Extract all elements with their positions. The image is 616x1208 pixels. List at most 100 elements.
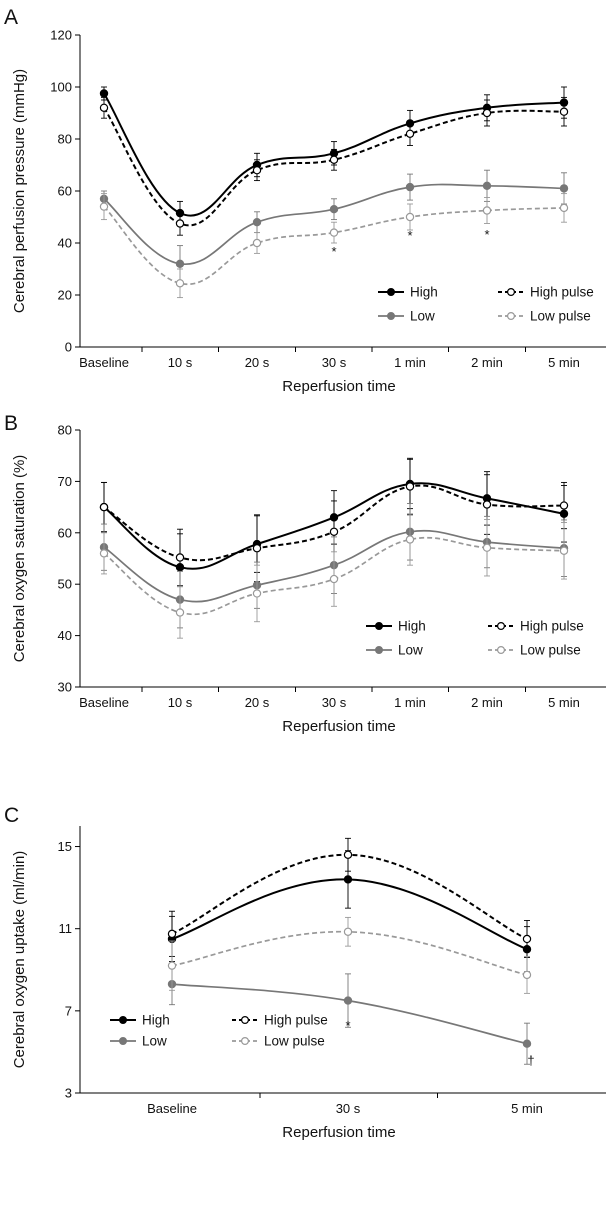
data-point (559, 203, 569, 213)
y-tick-label: 60 (58, 525, 72, 540)
y-axis-label: Cerebral oxygen saturation (%) (11, 455, 28, 663)
series-low (99, 169, 569, 283)
data-point (99, 89, 109, 98)
legend-item: Low (366, 643, 423, 658)
data-point (482, 181, 492, 190)
legend-swatch-marker (118, 1036, 127, 1045)
y-tick-label: 80 (58, 423, 72, 438)
series-low-pulse (99, 193, 569, 299)
legend-swatch-marker (507, 288, 516, 297)
legend-swatch-marker (375, 645, 384, 654)
data-point (329, 228, 339, 237)
x-axis-label: Reperfusion time (282, 1124, 395, 1141)
legend: High High pulse Low Low pulse (366, 619, 584, 658)
y-tick-label: 7 (65, 1003, 72, 1018)
legend-swatch-marker (118, 1015, 127, 1024)
x-tick-label: Baseline (79, 355, 129, 370)
data-point (329, 204, 339, 214)
data-point (329, 574, 339, 584)
x-axis-label: Reperfusion time (282, 718, 395, 735)
x-tick-label: Baseline (79, 695, 129, 710)
data-point (482, 543, 492, 552)
y-tick-label: 3 (65, 1086, 72, 1101)
data-point (482, 500, 492, 509)
x-tick-label: 10 s (168, 355, 193, 370)
data-point (175, 219, 185, 228)
legend-item: Low pulse (498, 309, 591, 324)
y-axis-label: Cerebral perfusion pressure (mmHg) (11, 69, 28, 313)
legend-swatch-marker (387, 312, 396, 321)
data-point (522, 934, 532, 944)
significance-marker: * (331, 244, 336, 259)
panel-letter: A (4, 6, 18, 29)
legend-item: High (378, 285, 438, 300)
series-high (167, 850, 532, 973)
data-point (329, 527, 339, 536)
legend-item: Low pulse (232, 1034, 325, 1049)
data-point (99, 103, 109, 113)
x-tick-label: 30 s (322, 695, 347, 710)
legend-item: High pulse (232, 1013, 328, 1028)
y-tick-label: 11 (59, 921, 73, 936)
data-point (252, 238, 262, 248)
series-high-pulse (99, 96, 569, 236)
data-point (559, 107, 569, 116)
y-tick-label: 40 (58, 628, 72, 643)
data-point (252, 544, 262, 553)
y-tick-label: 15 (58, 839, 72, 854)
data-point (343, 875, 353, 884)
legend-label: High pulse (264, 1013, 328, 1028)
y-tick-label: 120 (50, 28, 72, 43)
data-point (175, 259, 185, 268)
legend-label: Low (398, 643, 423, 658)
data-point (522, 1039, 532, 1048)
y-tick-label: 70 (58, 474, 72, 489)
data-point (559, 546, 569, 555)
x-tick-label: 1 min (394, 695, 426, 710)
series-line (171, 853, 528, 940)
data-point (405, 482, 415, 491)
y-tick-label: 50 (58, 577, 72, 592)
legend-label: High pulse (530, 285, 594, 300)
data-point (329, 155, 339, 164)
data-point (559, 501, 569, 510)
y-tick-label: 100 (50, 80, 72, 95)
x-tick-label: 2 min (471, 355, 503, 370)
legend-label: High pulse (520, 619, 584, 634)
legend: High High pulse Low Low pulse (110, 1013, 328, 1049)
legend-label: High (398, 619, 426, 634)
legend-label: Low pulse (520, 643, 581, 658)
legend-item: High (110, 1013, 170, 1028)
series-high-pulse (99, 457, 569, 587)
y-tick-label: 20 (58, 288, 72, 303)
legend-item: Low (378, 309, 435, 324)
legend-label: Low (410, 309, 435, 324)
data-point (482, 108, 492, 118)
data-point (167, 961, 177, 970)
legend-label: High (410, 285, 438, 300)
x-tick-label: 30 s (322, 355, 347, 370)
legend-label: Low pulse (264, 1034, 325, 1049)
x-tick-label: 5 min (511, 1101, 543, 1116)
y-tick-label: 40 (58, 236, 72, 251)
series-line (171, 878, 528, 951)
data-point (522, 970, 532, 980)
data-point (343, 850, 353, 859)
x-tick-label: 20 s (245, 355, 270, 370)
series-line (171, 983, 528, 1045)
legend-label: Low pulse (530, 309, 591, 324)
data-point (405, 535, 415, 544)
x-axis-label: Reperfusion time (282, 378, 395, 395)
chart-panel-a: A 0 20 40 60 80 100 120 Baseline 10 s 20 s 30 s 1 mi… (4, 6, 606, 395)
x-tick-label: 10 s (168, 695, 193, 710)
y-tick-label: 0 (65, 340, 72, 355)
data-point (99, 502, 109, 512)
legend-item: Low (110, 1034, 167, 1049)
legend-swatch-marker (241, 1036, 250, 1045)
data-point (252, 589, 262, 598)
legend-item: High (366, 619, 426, 634)
legend-swatch-marker (497, 645, 506, 654)
y-tick-label: 80 (58, 132, 72, 147)
data-point (99, 202, 109, 211)
